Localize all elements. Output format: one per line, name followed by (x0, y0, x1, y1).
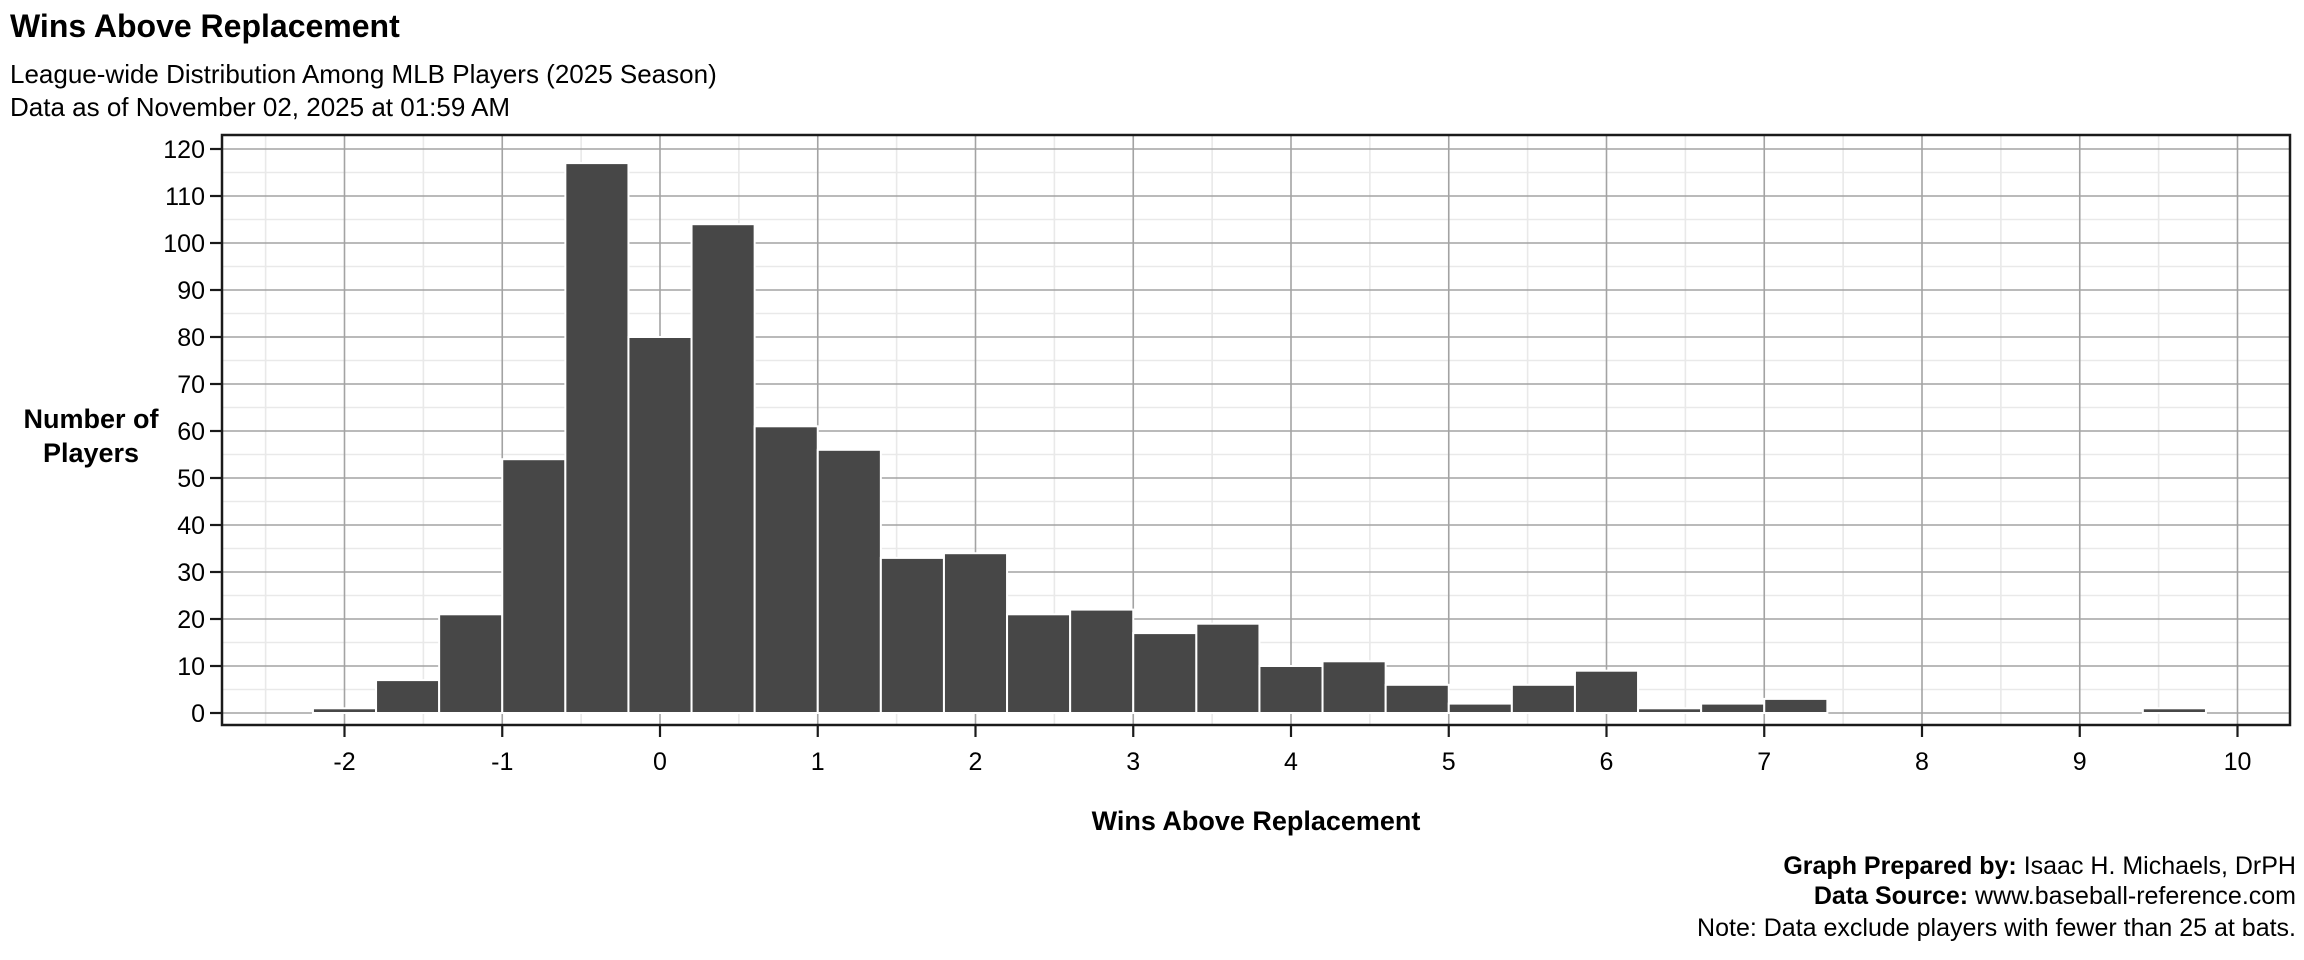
histogram-bar (1384, 683, 1450, 714)
y-tick-label: 20 (177, 606, 205, 634)
x-tick-label: 2 (969, 748, 983, 776)
y-axis-title-line-2: Players (42, 438, 140, 468)
histogram-bar (375, 679, 441, 714)
histogram-bar (1195, 622, 1261, 715)
histogram-bar (690, 223, 756, 714)
prepared-by-value: Isaac H. Michaels, DrPH (2016, 852, 2296, 880)
x-tick-label: 10 (2224, 748, 2252, 776)
bars-group (311, 162, 2207, 715)
x-tick-label: 8 (1915, 748, 1929, 776)
y-axis-title: Number of Players (0, 402, 182, 470)
y-tick-label: 50 (177, 465, 205, 493)
histogram-bar (501, 458, 567, 715)
y-tick-label: 60 (177, 418, 205, 446)
histogram-bar (1069, 608, 1135, 714)
y-tick-label: 40 (177, 512, 205, 540)
histogram-bar (1006, 613, 1072, 714)
x-tick-label: 1 (811, 748, 825, 776)
y-tick-label: 90 (177, 277, 205, 305)
data-source-line: Data Source: www.baseball-reference.com (1783, 881, 2296, 911)
histogram-bar (438, 613, 504, 714)
histogram-bar (1573, 669, 1640, 715)
histogram-bar (1510, 683, 1576, 714)
tick-labels-group: -2 -1 0 1 2 3 4 5 6 7 8 9 10010203040506070809010011… (163, 136, 2251, 776)
y-tick-label: 0 (191, 700, 205, 728)
histogram-bar (311, 707, 378, 714)
axes-group (210, 133, 2292, 737)
x-tick-label: -2 (333, 748, 355, 776)
y-axis-title-line-1: Number of (23, 404, 159, 434)
x-tick-label: 3 (1126, 748, 1140, 776)
x-tick-label: 5 (1442, 748, 1456, 776)
y-tick-label: 110 (165, 183, 205, 211)
y-tick-label: 70 (177, 371, 205, 399)
y-tick-label: 30 (177, 559, 205, 587)
chart-title: Wins Above Replacement (10, 8, 400, 44)
y-tick-label: 80 (177, 324, 205, 352)
x-tick-label: 0 (653, 748, 667, 776)
x-tick-label: 6 (1600, 748, 1614, 776)
data-source-label: Data Source: (1813, 882, 1969, 910)
x-tick-label: -1 (491, 748, 513, 776)
data-source-value: www.baseball-reference.com (1968, 882, 2296, 910)
histogram-bar (1637, 707, 1703, 714)
histogram-bar (879, 556, 945, 715)
prepared-by-line: Graph Prepared by: Isaac H. Michaels, Dr… (1783, 851, 2296, 881)
chart-subtitle: League-wide Distribution Among MLB Playe… (10, 58, 717, 124)
footnote: Note: Data exclude players with fewer th… (1697, 914, 2296, 942)
histogram-bar (2141, 707, 2207, 714)
title-block: Wins Above Replacement League-wide Distr… (10, 8, 717, 124)
histogram-bar (627, 336, 693, 714)
histogram-bar (816, 448, 882, 714)
attribution-block: Graph Prepared by: Isaac H. Michaels, Dr… (1783, 851, 2296, 911)
y-tick-label: 10 (177, 653, 205, 681)
histogram-bar (1700, 702, 1766, 714)
histogram-bar (753, 425, 819, 714)
histogram-bar (1132, 632, 1198, 714)
histogram-bar (1321, 660, 1387, 714)
x-tick-label: 4 (1284, 748, 1298, 776)
y-tick-label: 120 (163, 136, 205, 164)
subtitle-line-2: Data as of November 02, 2025 at 01:59 AM (10, 92, 511, 122)
histogram-bar (564, 162, 630, 715)
x-tick-label: 7 (1757, 748, 1771, 776)
y-tick-label: 100 (163, 230, 205, 258)
subtitle-line-1: League-wide Distribution Among MLB Playe… (10, 59, 717, 89)
histogram-bar (1447, 702, 1513, 714)
prepared-by-label: Graph Prepared by: (1783, 852, 2017, 880)
histogram-bar (1258, 665, 1324, 714)
x-axis-title: Wins Above Replacement (1091, 806, 1421, 836)
x-tick-label: 9 (2073, 748, 2087, 776)
histogram-bar (942, 552, 1009, 715)
histogram-bar (1763, 697, 1829, 715)
